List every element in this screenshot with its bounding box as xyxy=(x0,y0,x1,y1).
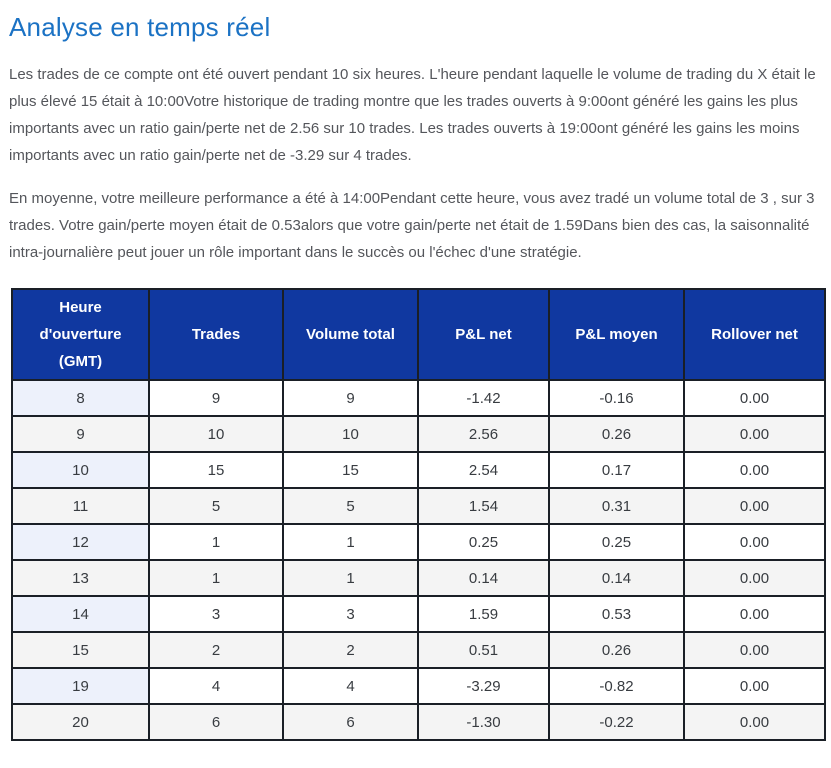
column-header: Volume total xyxy=(282,288,419,381)
table-cell: 0.14 xyxy=(548,559,685,597)
hour-cell: 13 xyxy=(11,559,150,597)
table-cell: 4 xyxy=(282,667,419,705)
table-row: 11 5 5 1.54 0.31 0.00 xyxy=(11,487,826,525)
hour-cell: 8 xyxy=(11,379,150,417)
table-cell: 15 xyxy=(148,451,284,489)
table-row: 9 10 10 2.56 0.26 0.00 xyxy=(11,415,826,453)
table-cell: 1.54 xyxy=(417,487,550,525)
table-cell: 9 xyxy=(282,379,419,417)
table-cell: 1.59 xyxy=(417,595,550,633)
hour-cell: 20 xyxy=(11,703,150,741)
table-cell: 0.00 xyxy=(683,379,826,417)
table-row: 19 4 4 -3.29 -0.82 0.00 xyxy=(11,667,826,705)
table-cell: 2.56 xyxy=(417,415,550,453)
table-cell: 1 xyxy=(282,523,419,561)
column-header: P&L net xyxy=(417,288,550,381)
table-cell: 3 xyxy=(282,595,419,633)
table-cell: -0.22 xyxy=(548,703,685,741)
table-cell: 5 xyxy=(148,487,284,525)
table-cell: 0.25 xyxy=(417,523,550,561)
table-cell: 0.00 xyxy=(683,703,826,741)
table-cell: 10 xyxy=(282,415,419,453)
table-cell: 0.26 xyxy=(548,415,685,453)
hour-cell: 19 xyxy=(11,667,150,705)
table-cell: 0.00 xyxy=(683,451,826,489)
summary-paragraph-2: En moyenne, votre meilleure performance … xyxy=(9,190,815,261)
hour-cell: 12 xyxy=(11,523,150,561)
table-cell: 0.00 xyxy=(683,487,826,525)
table-cell: 6 xyxy=(282,703,419,741)
table-cell: 1 xyxy=(148,523,284,561)
table-cell: 0.25 xyxy=(548,523,685,561)
table-row: 14 3 3 1.59 0.53 0.00 xyxy=(11,595,826,633)
table-row: 20 6 6 -1.30 -0.22 0.00 xyxy=(11,703,826,741)
column-header: Heure d'ouverture (GMT) xyxy=(11,288,150,381)
table-cell: 0.00 xyxy=(683,559,826,597)
table-cell: 0.00 xyxy=(683,415,826,453)
hour-cell: 11 xyxy=(11,487,150,525)
column-header: Trades xyxy=(148,288,284,381)
summary-paragraph-1: Les trades de ce compte ont été ouvert p… xyxy=(9,66,816,164)
table-cell: 2 xyxy=(148,631,284,669)
table-header-row: Heure d'ouverture (GMT) Trades Volume tota… xyxy=(11,288,826,381)
table-cell: 15 xyxy=(282,451,419,489)
hour-cell: 14 xyxy=(11,595,150,633)
table-cell: -3.29 xyxy=(417,667,550,705)
table-cell: -0.82 xyxy=(548,667,685,705)
hour-cell: 15 xyxy=(11,631,150,669)
table-cell: -0.16 xyxy=(548,379,685,417)
table-row: 8 9 9 -1.42 -0.16 0.00 xyxy=(11,379,826,417)
table-cell: 0.00 xyxy=(683,523,826,561)
table-cell: 0.17 xyxy=(548,451,685,489)
table-row: 12 1 1 0.25 0.25 0.00 xyxy=(11,523,826,561)
table-cell: 3 xyxy=(148,595,284,633)
hour-cell: 10 xyxy=(11,451,150,489)
table-cell: 0.00 xyxy=(683,595,826,633)
table-row: 13 1 1 0.14 0.14 0.00 xyxy=(11,559,826,597)
table-cell: 2.54 xyxy=(417,451,550,489)
table-cell: 1 xyxy=(148,559,284,597)
table-cell: 6 xyxy=(148,703,284,741)
table-cell: 0.26 xyxy=(548,631,685,669)
table-cell: 0.00 xyxy=(683,631,826,669)
table-cell: 2 xyxy=(282,631,419,669)
hour-cell: 9 xyxy=(11,415,150,453)
table-cell: 0.31 xyxy=(548,487,685,525)
table-cell: 0.14 xyxy=(417,559,550,597)
hourly-stats-table: Heure d'ouverture (GMT) Trades Volume tota… xyxy=(11,288,826,741)
page-title: Analyse en temps réel xyxy=(9,12,831,43)
page-title-text: Analyse en temps réel xyxy=(9,12,271,42)
table-cell: -1.42 xyxy=(417,379,550,417)
table-row: 10 15 15 2.54 0.17 0.00 xyxy=(11,451,826,489)
table-row: 15 2 2 0.51 0.26 0.00 xyxy=(11,631,826,669)
table-cell: 0.53 xyxy=(548,595,685,633)
table-body: 8 9 9 -1.42 -0.16 0.00 9 10 10 2.56 0.26 0.00 10 15 15… xyxy=(11,379,826,741)
table-cell: 0.00 xyxy=(683,667,826,705)
table-cell: -1.30 xyxy=(417,703,550,741)
column-header: Rollover net xyxy=(683,288,826,381)
table-cell: 0.51 xyxy=(417,631,550,669)
table-cell: 10 xyxy=(148,415,284,453)
table-cell: 1 xyxy=(282,559,419,597)
column-header: P&L moyen xyxy=(548,288,685,381)
table-cell: 4 xyxy=(148,667,284,705)
table-cell: 5 xyxy=(282,487,419,525)
table-cell: 9 xyxy=(148,379,284,417)
